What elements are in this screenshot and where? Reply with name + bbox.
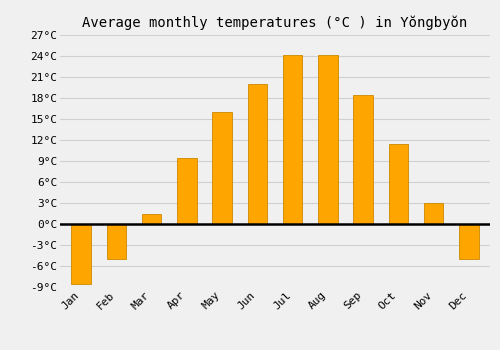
Bar [354, 94, 373, 224]
Bar [283, 55, 302, 224]
Bar [388, 144, 408, 224]
Bar [318, 55, 338, 224]
Bar [142, 214, 162, 224]
Bar [177, 158, 197, 224]
Bar [248, 84, 267, 224]
Bar [212, 112, 232, 224]
Bar [459, 224, 478, 259]
Bar [424, 203, 444, 224]
Title: Average monthly temperatures (°C ) in Yŏngbyŏn: Average monthly temperatures (°C ) in Yŏ… [82, 15, 468, 30]
Bar [72, 224, 91, 284]
Bar [106, 224, 126, 259]
